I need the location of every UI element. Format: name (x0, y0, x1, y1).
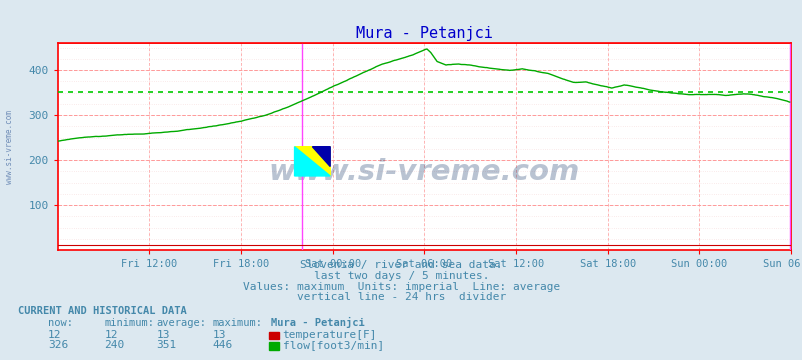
Text: maximum:: maximum: (213, 318, 262, 328)
Text: last two days / 5 minutes.: last two days / 5 minutes. (314, 271, 488, 281)
Text: Mura - Petanjci: Mura - Petanjci (271, 317, 365, 328)
Text: 13: 13 (156, 330, 170, 340)
Text: minimum:: minimum: (104, 318, 154, 328)
Text: 351: 351 (156, 341, 176, 351)
Text: Values: maximum  Units: imperial  Line: average: Values: maximum Units: imperial Line: av… (242, 282, 560, 292)
Text: www.si-vreme.com: www.si-vreme.com (5, 110, 14, 184)
Text: flow[foot3/min]: flow[foot3/min] (282, 341, 383, 351)
Text: average:: average: (156, 318, 206, 328)
Text: CURRENT AND HISTORICAL DATA: CURRENT AND HISTORICAL DATA (18, 306, 186, 316)
Polygon shape (294, 147, 330, 176)
Text: vertical line - 24 hrs  divider: vertical line - 24 hrs divider (297, 292, 505, 302)
Text: 12: 12 (104, 330, 118, 340)
Text: 13: 13 (213, 330, 226, 340)
Text: temperature[F]: temperature[F] (282, 330, 377, 340)
Title: Mura - Petanjci: Mura - Petanjci (355, 26, 492, 41)
Polygon shape (312, 147, 330, 166)
Text: 326: 326 (48, 341, 68, 351)
Text: Slovenia / river and sea data.: Slovenia / river and sea data. (300, 260, 502, 270)
Text: now:: now: (48, 318, 73, 328)
Text: 12: 12 (48, 330, 62, 340)
Text: www.si-vreme.com: www.si-vreme.com (269, 158, 579, 185)
Polygon shape (294, 147, 330, 176)
Text: 446: 446 (213, 341, 233, 351)
Text: 240: 240 (104, 341, 124, 351)
